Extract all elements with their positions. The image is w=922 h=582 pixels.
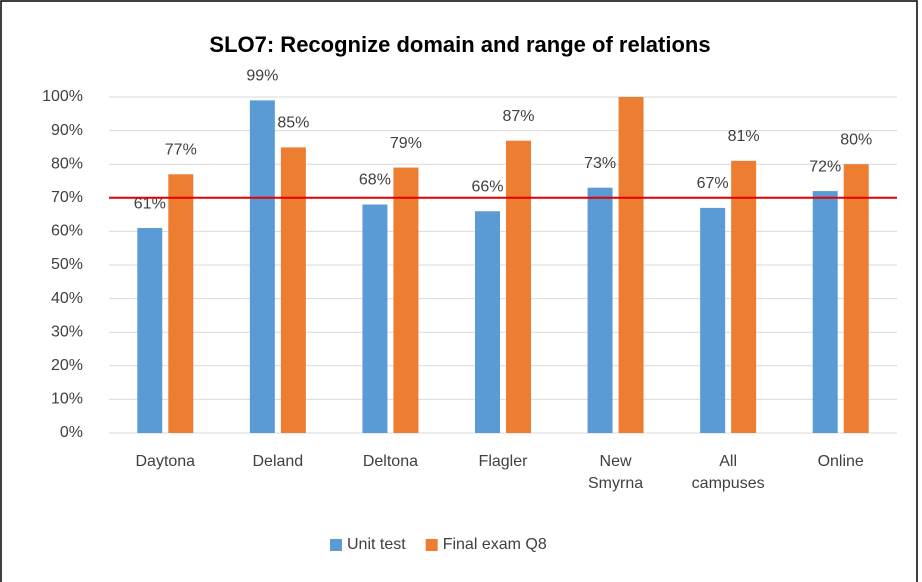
bar [812, 191, 838, 433]
x-tick-label: All campuses [691, 453, 765, 492]
data-label: 66% [471, 178, 503, 195]
legend-swatch [425, 539, 438, 551]
y-tick-label: 30% [51, 323, 83, 340]
y-tick-label: 50% [51, 256, 83, 273]
x-tick-label: Deland [252, 453, 304, 470]
bar [280, 147, 306, 433]
data-label: 77% [165, 141, 197, 158]
y-tick-label: 0% [60, 424, 83, 441]
data-label: 72% [809, 158, 841, 175]
chart-title: SLO7: Recognize domain and range of rela… [209, 32, 710, 57]
y-tick-label: 70% [51, 189, 83, 206]
x-tick-label: New Smyrna [588, 453, 644, 492]
bar [506, 140, 531, 433]
bar [475, 211, 500, 433]
data-label: 68% [359, 172, 391, 189]
y-tick-label: 90% [51, 122, 83, 139]
data-label: 79% [390, 135, 422, 152]
y-tick-label: 80% [51, 155, 83, 172]
data-label: 99% [246, 68, 278, 85]
data-label: 87% [502, 108, 534, 125]
bar [249, 100, 275, 434]
data-label: 61% [134, 195, 166, 212]
bar [362, 204, 388, 433]
bar [843, 164, 869, 433]
data-label: 81% [728, 128, 760, 145]
bar [618, 97, 644, 433]
x-tick-label: Deltona [362, 453, 418, 470]
bar [700, 207, 726, 433]
data-label: 67% [697, 175, 729, 192]
legend-swatch [330, 539, 342, 551]
legend-label: Final exam Q8 [443, 536, 547, 553]
bar [168, 174, 194, 433]
bar [393, 167, 419, 433]
data-label: 80% [840, 131, 872, 148]
bar [731, 160, 757, 433]
y-tick-label: 100% [42, 88, 83, 105]
data-label: 73% [584, 155, 616, 172]
legend-label: Unit test [347, 536, 406, 553]
y-tick-label: 20% [51, 357, 83, 374]
data-label: 85% [277, 115, 309, 132]
y-tick-label: 10% [51, 391, 83, 408]
y-tick-label: 40% [51, 290, 83, 307]
bar [587, 187, 613, 433]
x-tick-label: Flagler [478, 453, 528, 470]
y-tick-label: 60% [51, 223, 83, 240]
x-tick-label: Daytona [135, 453, 196, 470]
bar [137, 228, 163, 433]
x-tick-label: Online [817, 453, 864, 470]
